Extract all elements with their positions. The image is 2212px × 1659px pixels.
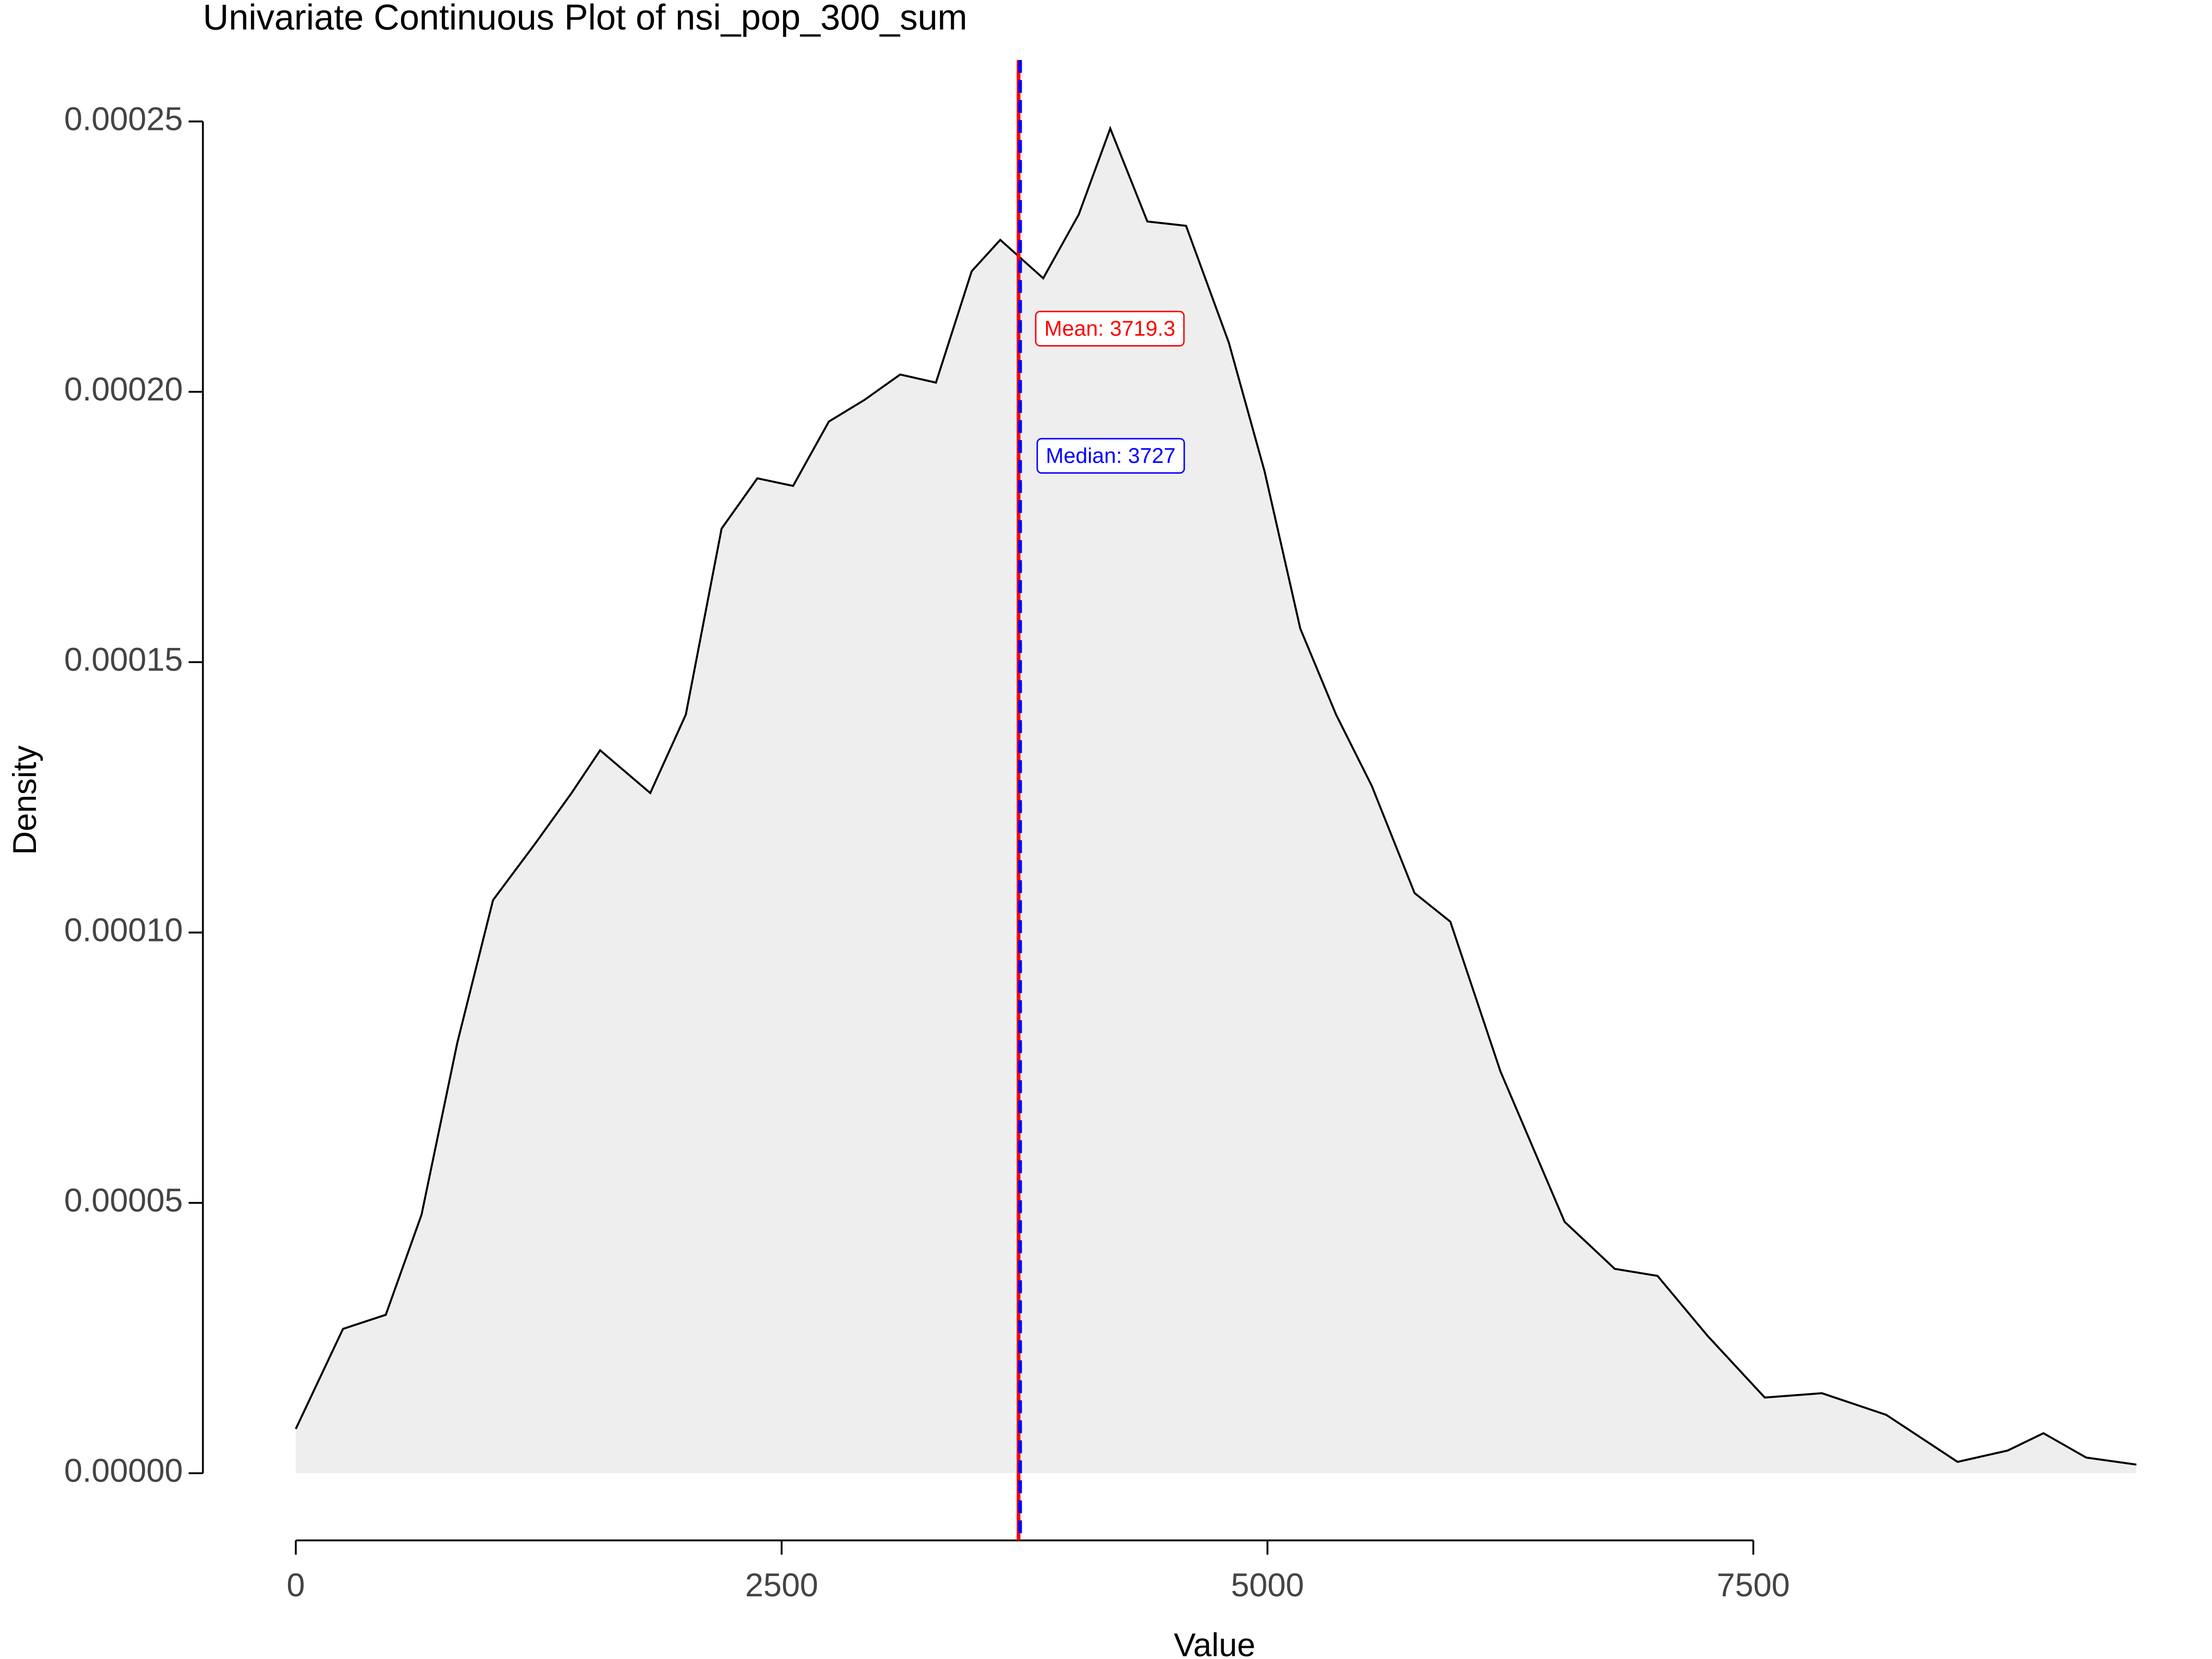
x-tick-label: 5000 — [1231, 1567, 1304, 1604]
y-tick-label: 0.00000 — [64, 1453, 183, 1489]
density-area — [295, 128, 2136, 1473]
y-tick-label: 0.00015 — [64, 641, 183, 678]
density-line — [294, 125, 2137, 1466]
annotation-label: Median: 3727 — [1046, 444, 1176, 468]
annotation-box — [1035, 311, 1185, 347]
y-tick-label: 0.00010 — [64, 912, 183, 948]
x-tick-label: 7500 — [1717, 1567, 1790, 1604]
y-tick-label: 0.00025 — [64, 100, 183, 137]
x-tick-label: 2500 — [745, 1567, 818, 1604]
annotation-label: Mean: 3719.3 — [1044, 317, 1175, 341]
x-tick-label: 0 — [287, 1567, 305, 1604]
y-axis-label: Density — [6, 745, 43, 855]
annotation-box — [1036, 438, 1185, 474]
chart-title: Univariate Continuous Plot of nsi_pop_30… — [203, 0, 967, 37]
y-tick-label: 0.00020 — [64, 371, 183, 408]
x-axis-label: Value — [1174, 1627, 1255, 1659]
y-tick-label: 0.00005 — [64, 1182, 183, 1219]
